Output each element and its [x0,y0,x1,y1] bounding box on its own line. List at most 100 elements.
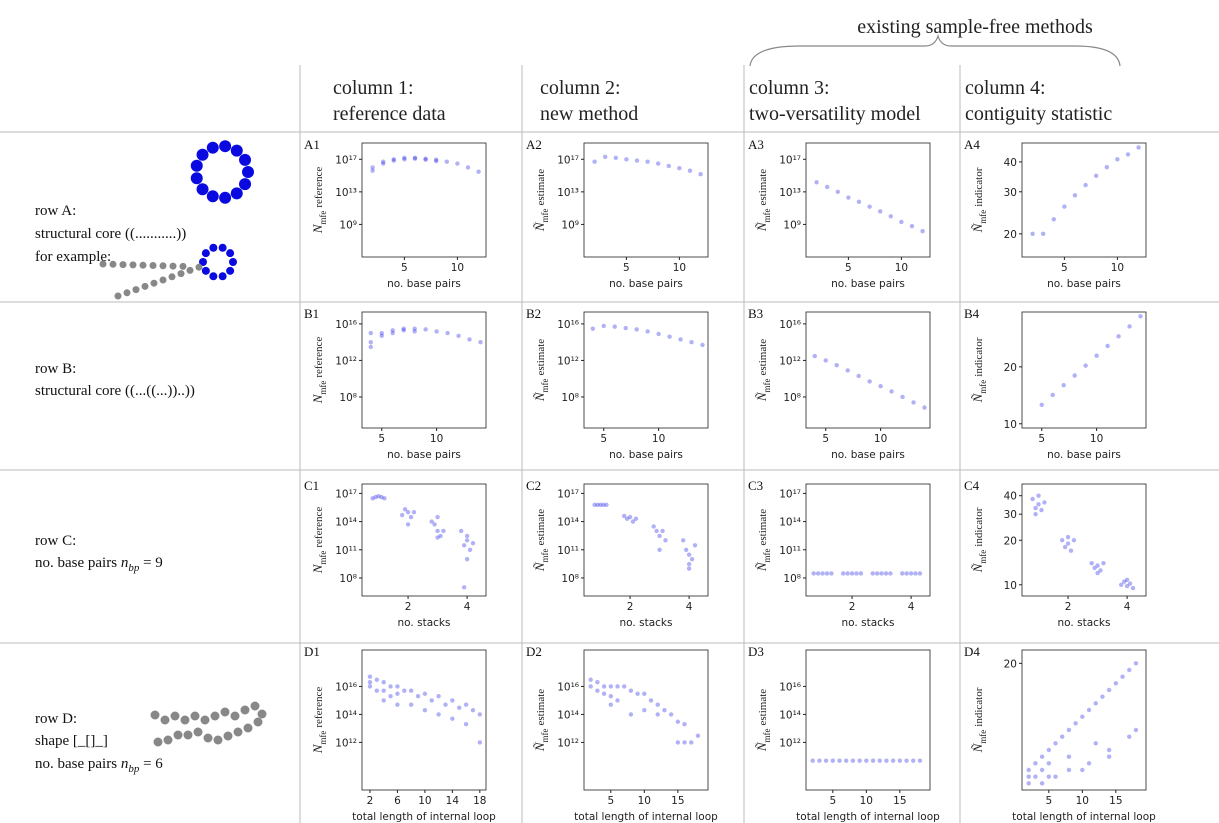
point [461,543,467,548]
point [470,708,476,713]
point [1106,687,1112,693]
nucleotide [203,733,213,743]
point [870,571,875,576]
y-tick-label: 10¹⁷ [335,154,357,166]
nucleotide [230,187,243,200]
point [467,547,473,552]
nucleotide [213,735,223,745]
x-tick-label: 5 [607,795,614,807]
point [1036,493,1041,498]
point [879,571,884,576]
point [598,502,603,508]
plot-frame [805,311,931,429]
point [612,324,617,329]
x-axis-label: no. base pairs [609,278,683,290]
x-axis-label: no. stacks [842,617,895,629]
nucleotide [139,261,147,269]
x-tick-label: 14 [446,795,460,807]
point [613,155,618,161]
y-tick-label: 20 [1004,362,1017,374]
point [445,330,450,336]
nucleotide [179,262,187,270]
panel-label: C2 [526,478,541,493]
nucleotide [239,178,252,191]
point [1093,741,1098,746]
x-tick-label: 2 [367,795,374,807]
nucleotide [160,715,170,725]
point [1104,165,1109,170]
point [850,758,856,763]
point [1083,363,1088,368]
point [615,684,620,689]
y-label-symbol: Ñ [532,221,547,232]
x-tick-label: 10 [874,433,887,445]
point [1066,767,1072,773]
y-tick-label: 10¹⁴ [557,517,579,529]
y-label-symbol: Ñ [532,561,547,572]
column-subtitle: contiguity statistic [965,103,1112,125]
point [465,165,471,170]
point [686,566,692,571]
point [1051,217,1056,222]
point [909,224,915,229]
row-label: structural core ((...........)) [35,226,186,242]
y-label-symbol: Ñ [532,741,547,752]
panel-label: D4 [964,644,980,659]
y-tick-label: 10¹⁴ [335,517,357,529]
x-tick-label: 5 [845,262,852,274]
nucleotide [239,153,252,166]
y-label-sub: mfe [762,548,772,562]
point [1119,582,1124,587]
point [436,712,441,717]
x-tick-label: 10 [895,262,908,274]
panel-label: A1 [304,137,320,152]
nucleotide [153,737,163,747]
point [883,571,889,576]
y-label-text: reference [313,337,325,378]
x-axis-label: total length of internal loop [796,811,940,823]
point [388,684,393,689]
point [700,342,705,348]
point [655,712,660,717]
y-tick-label: 20 [1004,229,1017,241]
point [608,702,614,707]
y-label-sub: mfe [318,731,328,745]
point [592,159,597,164]
point [429,519,434,524]
nucleotide [218,272,227,281]
point [922,405,927,410]
y-label-symbol: Ñ [532,391,547,402]
point [464,556,470,562]
point [467,337,472,342]
point [402,157,407,162]
panel-label: B3 [748,306,763,321]
x-tick-label: 5 [1061,262,1068,274]
point [1026,767,1031,773]
y-tick-label: 10¹² [779,737,801,749]
point [1124,583,1130,589]
point [1066,754,1072,759]
point [368,339,373,345]
y-tick-label: 10¹⁷ [779,154,801,166]
point [904,758,909,763]
panel-label: B2 [526,306,541,321]
y-label-sub: mfe [540,378,550,392]
y-label-text: indicator [973,507,985,546]
panel: D3 5 10 15 10¹² 10¹⁴ 10¹⁶ total length of inter… [748,644,940,823]
point [1030,496,1035,502]
point [1086,707,1092,713]
point [1101,560,1106,566]
point [867,204,872,209]
y-label-sub: mfe [978,210,988,224]
y-label-text: indicator [973,337,985,376]
point [402,688,407,693]
x-tick-label: 10 [860,795,873,807]
point [900,394,905,400]
point [811,571,816,576]
point [433,157,439,162]
point [657,547,662,552]
point [412,326,417,331]
y-axis-label: Ñmfe estimate [754,169,772,232]
x-axis-label: no. base pairs [387,278,461,290]
